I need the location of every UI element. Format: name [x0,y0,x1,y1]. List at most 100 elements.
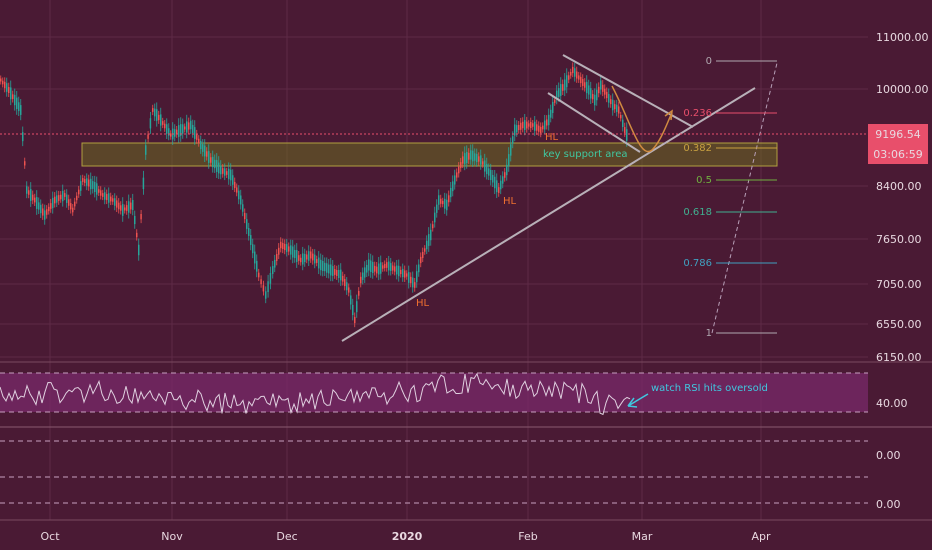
candle-body [486,163,488,175]
candle-body [310,251,312,259]
candle-body [422,251,424,259]
candle-body [316,259,318,263]
candle-body [410,276,412,284]
candle-body [145,145,147,155]
candle-body [610,99,612,105]
candle-body [82,178,84,182]
rsi-tick-0b: 0.00 [876,498,901,511]
channel-lower-line[interactable] [547,92,641,153]
candle-body [488,168,490,176]
candle-body [248,228,250,236]
candle-body [562,84,564,91]
candle-body [60,194,62,200]
projection-arrowhead [664,109,673,121]
candle-body [200,140,202,150]
candle-body [188,122,190,130]
candle-body [580,76,582,84]
candle-body [500,180,502,190]
candle-body [606,91,608,99]
candle-body [72,207,74,213]
candle-body [430,229,432,241]
candle-body [238,190,240,200]
fib-retracement[interactable]: 0 0.236 0.382 0.5 0.618 0.786 1 [683,56,777,339]
candle-body [102,193,104,197]
time-tick-label: Mar [632,530,653,543]
rsi-band [0,373,868,412]
candle-body [206,151,208,157]
candle-body [596,89,598,101]
candle-body [584,82,586,88]
candle-body [436,204,438,213]
candle-body [36,197,38,209]
candle-body [190,120,192,130]
candle-body [136,232,138,238]
candle-body [452,181,454,192]
candle-body [354,316,356,324]
candle-body [434,212,436,223]
candle-body [468,152,470,160]
candle-body [340,269,342,281]
higher-low-label-3: HL [545,132,559,143]
candle-body [86,178,88,186]
candle-body [232,175,234,185]
candle-body [104,192,106,200]
candle-body [236,187,238,193]
candles [0,62,628,328]
candle-body [282,242,284,250]
support-zone[interactable] [81,142,778,167]
candle-body [2,80,4,85]
candle-body [448,195,450,203]
candle-body [570,71,572,76]
candle-body [26,186,28,194]
candle-body [592,94,594,100]
candle-body [128,201,130,213]
candle-body [24,161,26,166]
time-tick-label: Oct [40,530,60,543]
candle-body [376,266,378,274]
candle-body [269,273,272,284]
last-price-value: 9196.54 [875,128,921,141]
candle-body [582,79,584,86]
candle-body [184,126,186,130]
candle-body [344,278,346,287]
candle-body [458,166,460,174]
candle-body [368,259,370,271]
candle-body [228,168,230,180]
candle-body [506,164,508,176]
candle-body [352,304,354,316]
candle-body [572,66,574,74]
time-tick-label: Apr [751,530,771,543]
candle-body [212,156,214,168]
candle-body [412,277,414,288]
time-axis[interactable]: Oct Nov Dec 2020 Feb Mar Apr [40,530,771,543]
candle-body [384,263,386,269]
candle-body [442,200,444,205]
candle-body [480,155,482,165]
candle-body [114,198,116,206]
candle-body [416,271,418,283]
candle-body [476,153,478,163]
candle-body [402,268,404,278]
candle-body [438,195,440,205]
price-axis[interactable]: 11000.00 10000.00 8400.00 7650.00 7050.00 655… [876,31,929,364]
ascending-trendline[interactable] [341,87,756,342]
candle-body [44,210,46,220]
candle-body [542,125,544,130]
fib-level-label: 0 [706,56,712,67]
candle-body [170,133,172,137]
time-tick-label: 2020 [392,530,423,543]
candle-body [418,264,420,273]
candle-body [208,151,210,163]
rsi-note: watch RSI hits oversold [651,383,768,394]
candle-body [520,122,522,130]
candle-body [234,181,236,189]
candle-body [546,119,548,126]
candle-body [298,255,300,261]
rsi-note-arrowhead [627,397,638,408]
candle-body [0,78,2,82]
candle-body [378,263,380,275]
candle-body [568,75,570,80]
time-tick-label: Feb [518,530,537,543]
candle-body [526,121,528,129]
